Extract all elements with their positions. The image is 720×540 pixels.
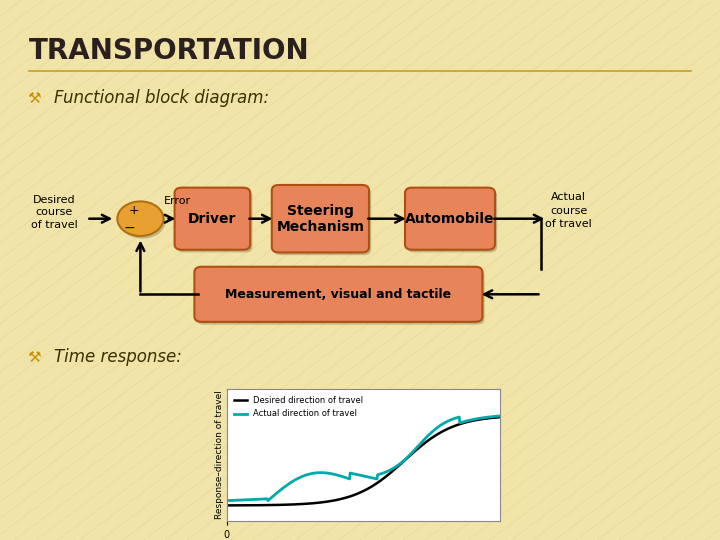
- Text: Desired: Desired: [32, 195, 76, 205]
- Text: of travel: of travel: [31, 220, 77, 230]
- Legend: Desired direction of travel, Actual direction of travel: Desired direction of travel, Actual dire…: [231, 393, 367, 422]
- Desired direction of travel: [352, 491, 361, 497]
- Actual direction of travel: [352, 471, 361, 478]
- Text: course: course: [550, 206, 588, 215]
- Actual direction of travel: [222, 497, 231, 504]
- Text: Driver: Driver: [188, 212, 237, 226]
- Circle shape: [117, 201, 163, 236]
- Y-axis label: Response–direction of travel: Response–direction of travel: [215, 390, 224, 519]
- Text: course: course: [35, 207, 73, 217]
- FancyBboxPatch shape: [177, 191, 253, 252]
- Text: Functional block diagram:: Functional block diagram:: [54, 89, 269, 107]
- Text: Steering
Mechanism: Steering Mechanism: [276, 204, 364, 234]
- Desired direction of travel: [222, 502, 231, 509]
- Text: TRANSPORTATION: TRANSPORTATION: [29, 37, 310, 65]
- FancyBboxPatch shape: [405, 188, 495, 249]
- Text: of travel: of travel: [546, 219, 592, 229]
- FancyBboxPatch shape: [272, 185, 369, 252]
- Actual direction of travel: [385, 467, 394, 474]
- Desired direction of travel: [490, 415, 498, 421]
- Desired direction of travel: [496, 414, 505, 420]
- Desired direction of travel: [385, 470, 394, 477]
- Text: Time response:: Time response:: [54, 348, 182, 367]
- Text: −: −: [123, 221, 135, 235]
- Actual direction of travel: [371, 475, 379, 482]
- Actual direction of travel: [490, 413, 498, 420]
- FancyBboxPatch shape: [197, 269, 485, 325]
- Desired direction of travel: [371, 481, 379, 488]
- FancyBboxPatch shape: [274, 188, 372, 255]
- Text: Automobile: Automobile: [405, 212, 495, 226]
- FancyBboxPatch shape: [174, 188, 251, 249]
- Text: Error: Error: [164, 196, 192, 206]
- Desired direction of travel: [354, 490, 363, 497]
- Line: Desired direction of travel: Desired direction of travel: [227, 417, 500, 505]
- Line: Actual direction of travel: Actual direction of travel: [227, 416, 500, 501]
- Text: Actual: Actual: [552, 192, 586, 202]
- Desired direction of travel: [446, 424, 455, 430]
- Actual direction of travel: [446, 416, 455, 423]
- Text: ⚒: ⚒: [27, 350, 41, 365]
- Text: Measurement, visual and tactile: Measurement, visual and tactile: [225, 288, 451, 301]
- Circle shape: [120, 204, 166, 239]
- Actual direction of travel: [496, 413, 505, 419]
- FancyBboxPatch shape: [408, 191, 498, 252]
- Actual direction of travel: [354, 471, 363, 478]
- Text: ⚒: ⚒: [27, 91, 41, 106]
- Text: +: +: [128, 204, 139, 217]
- FancyBboxPatch shape: [194, 267, 482, 322]
